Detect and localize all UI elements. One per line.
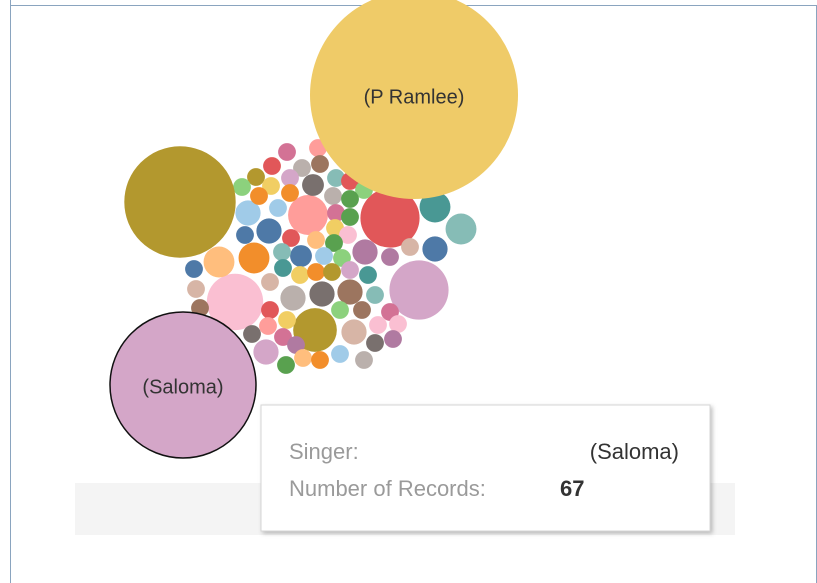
bubble (311, 155, 329, 173)
bubble (278, 143, 296, 161)
bubble (282, 229, 300, 247)
bubble-area: (P Ramlee) (Saloma) (109, 0, 518, 459)
bubble (288, 195, 328, 235)
bubble (341, 208, 359, 226)
bubble (352, 239, 378, 265)
bubble (185, 260, 203, 278)
bubble (259, 317, 277, 335)
bubble (236, 226, 254, 244)
bubble (389, 315, 407, 333)
bubble (331, 345, 349, 363)
bubble (262, 177, 280, 195)
bubble (187, 280, 205, 298)
bubble (253, 339, 279, 365)
bubble (206, 273, 264, 331)
bubble (445, 213, 477, 245)
bubble (294, 349, 312, 367)
bubble (233, 178, 251, 196)
bubble (291, 266, 309, 284)
tooltip: Singer: (Saloma) Number of Records: 67 (260, 404, 711, 532)
bubble (203, 246, 235, 278)
bubble (369, 316, 387, 334)
bubble (323, 263, 341, 281)
bubble (337, 279, 363, 305)
bubble (278, 311, 296, 329)
bubble (310, 0, 518, 199)
bubble (366, 334, 384, 352)
bubble (327, 204, 345, 222)
tooltip-value: 67 (560, 476, 584, 501)
bubble (274, 328, 292, 346)
bubble (355, 351, 373, 369)
bubble (307, 231, 325, 249)
bubble (419, 191, 451, 223)
bubble (109, 311, 257, 459)
tooltip-box (260, 404, 711, 532)
bubble-label: (Saloma) (142, 376, 223, 398)
bubble (401, 238, 419, 256)
bubble (261, 301, 279, 319)
bubble (389, 260, 449, 320)
tooltip-field: Number of Records: (289, 476, 486, 501)
bubble (331, 301, 349, 319)
bubble (360, 188, 420, 248)
bubble (353, 301, 371, 319)
bubble (277, 356, 295, 374)
bubble (250, 187, 268, 205)
bubble (422, 236, 448, 262)
tooltip-field: Singer: (289, 439, 359, 464)
bubble (339, 226, 357, 244)
bubble (341, 319, 367, 345)
bubble (384, 330, 402, 348)
bubble (261, 273, 279, 291)
bubble (341, 261, 359, 279)
bubble (309, 281, 335, 307)
bubble-label: (P Ramlee) (364, 86, 465, 108)
bubble (243, 325, 261, 343)
bubble (124, 146, 236, 258)
bubble (293, 308, 337, 352)
bubble (359, 266, 377, 284)
bubble (235, 200, 261, 226)
bubble (302, 174, 324, 196)
bubble (238, 242, 270, 274)
bubble (325, 234, 343, 252)
bubble (281, 169, 299, 187)
bubble (281, 184, 299, 202)
bubble (269, 199, 287, 217)
bubble (324, 187, 342, 205)
bubble (307, 263, 325, 281)
bubble (280, 285, 306, 311)
bubble (274, 259, 292, 277)
bubble (311, 351, 329, 369)
bubble (290, 245, 312, 267)
bubble (315, 247, 333, 265)
bubble (327, 169, 345, 187)
bubble (263, 157, 281, 175)
tooltip-value: (Saloma) (590, 439, 679, 464)
bubble (293, 159, 311, 177)
bubble (341, 190, 359, 208)
bubble (366, 286, 384, 304)
bubble (256, 218, 282, 244)
bubble (273, 243, 291, 261)
bubble (247, 168, 265, 186)
bubble (381, 248, 399, 266)
